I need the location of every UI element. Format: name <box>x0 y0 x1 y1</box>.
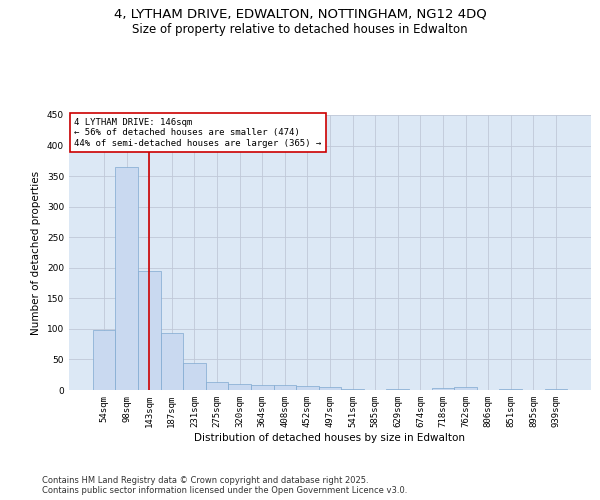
Bar <box>454 387 477 390</box>
Text: Contains HM Land Registry data © Crown copyright and database right 2025.
Contai: Contains HM Land Registry data © Crown c… <box>42 476 407 495</box>
Bar <box>115 167 138 390</box>
Bar <box>206 382 229 390</box>
Bar <box>319 387 341 390</box>
Bar <box>431 388 454 390</box>
Bar <box>296 386 319 390</box>
Bar <box>161 333 183 390</box>
Bar <box>274 385 296 390</box>
Y-axis label: Number of detached properties: Number of detached properties <box>31 170 41 334</box>
Bar <box>251 384 274 390</box>
X-axis label: Distribution of detached houses by size in Edwalton: Distribution of detached houses by size … <box>194 432 466 442</box>
Bar <box>229 384 251 390</box>
Text: 4, LYTHAM DRIVE, EDWALTON, NOTTINGHAM, NG12 4DQ: 4, LYTHAM DRIVE, EDWALTON, NOTTINGHAM, N… <box>113 8 487 20</box>
Bar <box>138 271 161 390</box>
Text: Size of property relative to detached houses in Edwalton: Size of property relative to detached ho… <box>132 22 468 36</box>
Bar <box>183 362 206 390</box>
Bar <box>93 330 115 390</box>
Text: 4 LYTHAM DRIVE: 146sqm
← 56% of detached houses are smaller (474)
44% of semi-de: 4 LYTHAM DRIVE: 146sqm ← 56% of detached… <box>74 118 322 148</box>
